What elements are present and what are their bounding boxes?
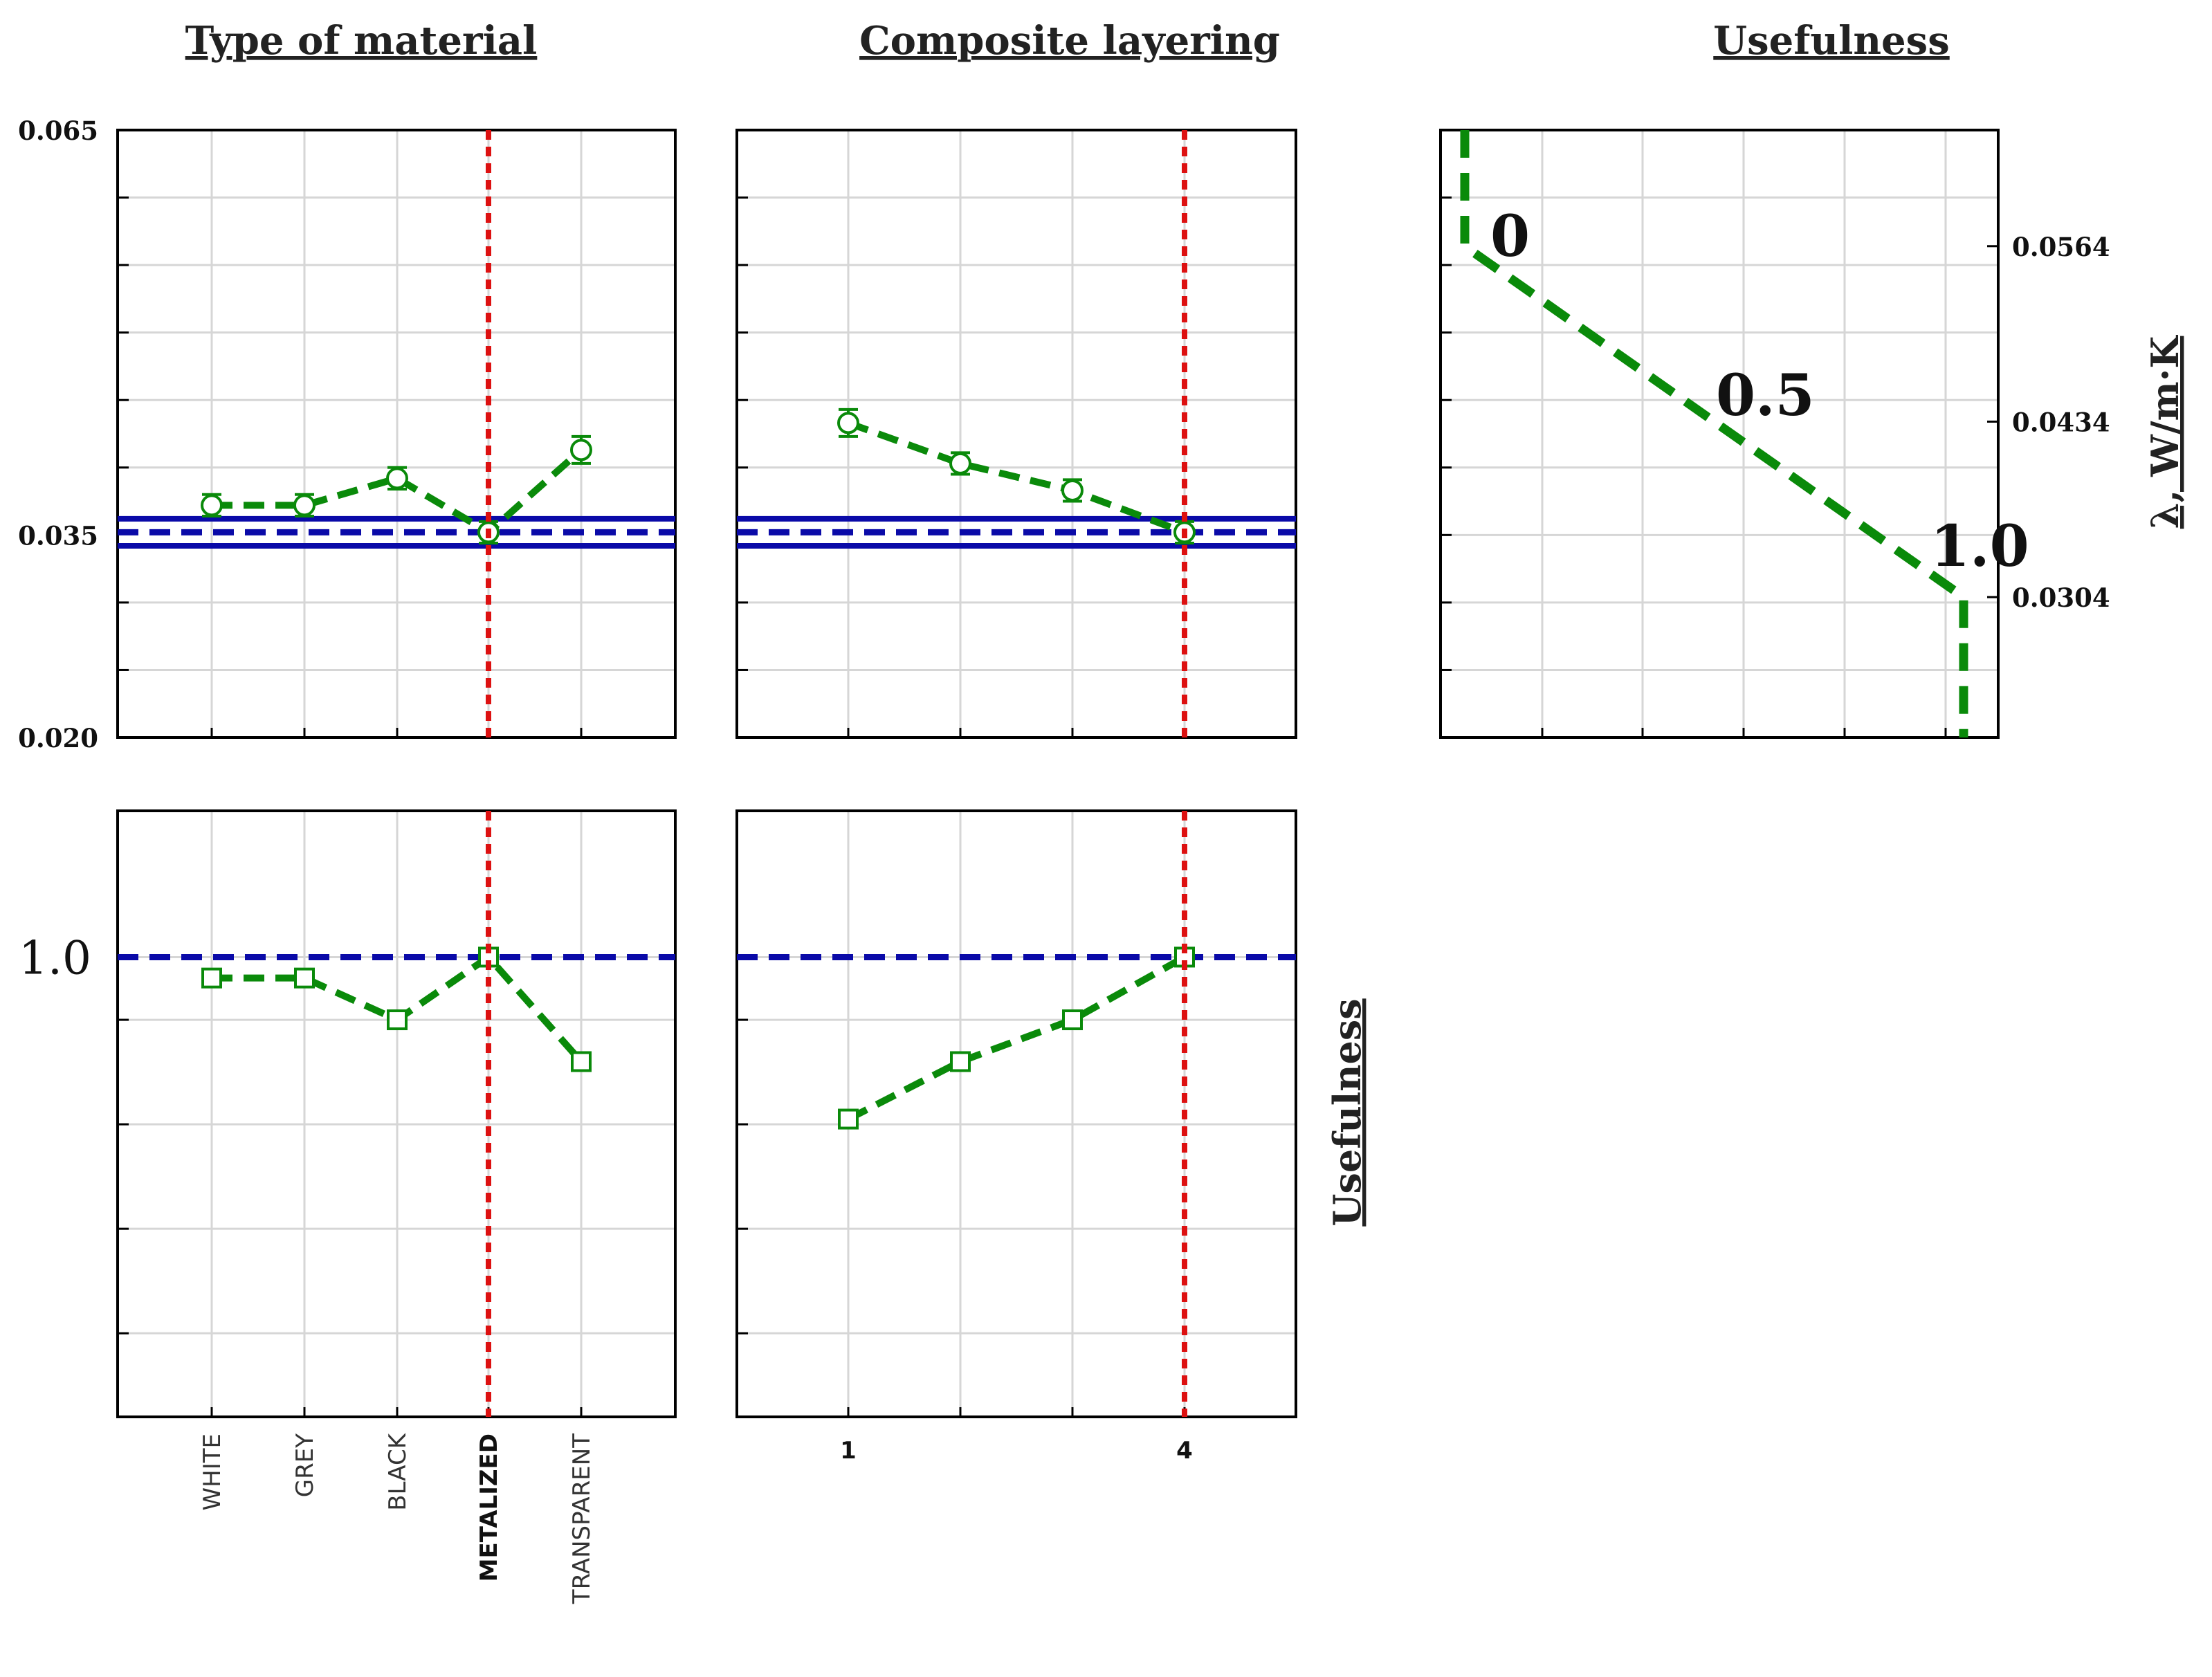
desirability-label: 1.0 [1930,513,2029,580]
y-tick-label: 0.035 [18,520,98,551]
x-category-label: GREY [291,1433,319,1497]
data-point [295,969,313,987]
title-type-of-material: Type of material [185,18,538,64]
data-point [387,468,407,488]
x-category-label: TRANSPARENT [568,1433,596,1604]
data-point [839,1110,857,1128]
title-usefulness: Usefulness [1713,18,1949,64]
data-point [203,969,221,987]
data-point [572,1052,590,1070]
data-point [1063,481,1082,500]
desirability-label: 0 [1490,203,1530,270]
y-tick-label-usefulness: 1.0 [19,931,91,984]
data-point [388,1011,406,1029]
x-tick-label: 1 [840,1437,857,1465]
x-category-label: BLACK [384,1432,412,1510]
y-tick-label: 0.065 [18,116,98,146]
profile-chart: Type of material Composite layering Usef… [0,0,2212,1677]
y-tick-label: 0.020 [18,723,98,753]
x-category-label-selected: METALIZED [475,1433,503,1582]
lambda-axis-label: λ, W/m·K [2143,335,2187,529]
title-composite-layering: Composite layering [859,18,1280,64]
x-tick-label: 4 [1176,1437,1193,1465]
data-point [951,1052,969,1070]
desirability-label: 0.5 [1716,363,1815,429]
data-point [572,440,591,459]
data-point [1063,1011,1081,1029]
data-point [202,495,221,515]
x-category-label: WHITE [199,1433,226,1510]
right-y-tick-label: 0.0434 [2012,407,2110,437]
data-point [295,495,314,515]
data-point [839,413,858,432]
right-y-tick-label: 0.0304 [2012,583,2110,613]
usefulness-axis-label: Usefulness [1325,998,1369,1226]
background [0,0,2212,1677]
right-y-tick-label: 0.0564 [2012,232,2110,262]
data-point [951,454,970,473]
